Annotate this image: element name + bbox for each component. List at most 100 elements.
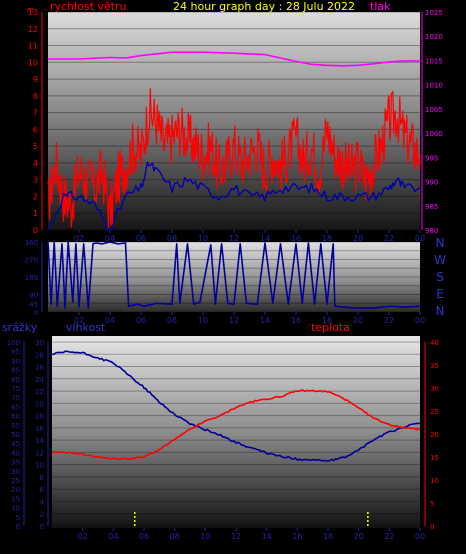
humidity-y-tick-label: 16 [35,425,44,433]
temperature-y-tick-label: 5 [430,500,434,508]
wind-x-tick-label: 02 [74,234,84,243]
direction-x-tick-label: 02 [74,316,84,325]
pressure-y-tick-label: 1005 [425,106,443,114]
chart-title: 24 hour graph day : 28 Julu 2022 [173,0,355,13]
temperature-title: teplota [311,321,350,334]
wind-speed-title: rychlost větru [50,0,126,13]
wind-y-tick-label: 9 [33,75,38,84]
humidity-y-tick-label: 4 [40,498,45,506]
direction-x-tick-label: 04 [105,316,115,325]
wind-x-tick-label: 10 [198,234,208,243]
axis-labels: 0123456789101112139809859909951000100510… [7,8,443,541]
direction-x-tick-label: 22 [384,316,394,325]
wind-y-tick-label: 3 [33,176,38,185]
temperature-y-tick-label: 30 [430,385,439,393]
wind-y-tick-label: 10 [28,58,38,67]
compass-w: W [434,253,446,267]
pressure-y-tick-label: 1010 [425,82,443,90]
wind-x-tick-label: 14 [260,234,270,243]
temperature-y-tick-label: 0 [430,523,434,531]
direction-x-tick-label: 08 [167,316,177,325]
temperature-y-tick-label: 20 [430,431,439,439]
direction-y-tick-label: 360 [25,239,38,247]
wind-direction-line [47,241,421,309]
humidity-x-tick-label: 16 [292,532,302,541]
humidity-y-tick-label: 6 [40,486,45,494]
temperature-y-tick-label: 35 [430,362,439,370]
rain-y-tick-label: 10 [11,505,20,513]
rain-y-tick-label: 45 [11,440,20,448]
humidity-y-tick-label: 0 [40,523,44,531]
humidity-y-tick-label: 30 [35,339,44,347]
humidity-x-tick-label: 14 [262,532,272,541]
wind-y-tick-label: 5 [33,142,38,151]
humidity-line [51,350,421,462]
direction-x-tick-label: 06 [136,316,146,325]
rain-y-tick-label: 60 [11,413,20,421]
rain-title: srážky [2,321,38,334]
humidity-title: vlhkost [66,321,106,334]
rain-y-tick-label: 85 [11,367,20,375]
humidity-x-tick-label: 18 [323,532,333,541]
pressure-y-tick-label: 1020 [425,33,443,41]
wind-y-tick-label: 12 [28,25,38,34]
compass-s: S [436,270,444,284]
wind-x-tick-label: 04 [105,234,115,243]
rain-y-tick-label: 15 [11,495,20,503]
pressure-y-tick-label: 1015 [425,57,443,65]
wind-y-tick-label: 4 [33,159,38,168]
rain-y-tick-label: 35 [11,459,20,467]
pressure-line [48,51,420,67]
humidity-y-tick-label: 24 [35,376,44,384]
rain-y-tick-label: 55 [11,422,20,430]
wind-y-tick-label: 13 [28,8,38,17]
axes [23,12,426,531]
temperature-y-tick-label: 40 [430,339,439,347]
wind-y-tick-label: 2 [33,192,38,201]
direction-x-tick-label: 10 [198,316,208,325]
humidity-x-tick-label: 04 [108,532,118,541]
rain-y-tick-label: 0 [16,523,20,531]
humidity-y-tick-label: 14 [35,437,44,445]
humidity-x-tick-label: 08 [170,532,180,541]
humidity-x-tick-label: 10 [200,532,210,541]
direction-y-tick-label: 45 [29,300,38,308]
humidity-x-tick-label: 06 [139,532,149,541]
temperature-y-tick-label: 15 [430,454,439,462]
direction-x-tick-label: 20 [353,316,363,325]
humidity-y-tick-label: 2 [40,511,44,519]
direction-y-tick-label: 0 [34,309,38,317]
humidity-panel-background [52,336,420,528]
rain-y-tick-label: 40 [11,449,20,457]
wind-x-tick-label: 00 [415,234,425,243]
chart-marks [47,51,421,526]
wind-y-tick-label: 11 [28,42,38,51]
humidity-y-tick-label: 20 [35,400,44,408]
humidity-y-tick-label: 26 [35,364,44,372]
pressure-title: tlak [370,0,391,13]
humidity-x-tick-label: 12 [231,532,241,541]
wind-y-tick-label: 7 [33,109,38,118]
rain-y-tick-label: 50 [11,431,20,439]
wind-x-tick-label: 22 [384,234,394,243]
pressure-y-tick-label: 1000 [425,130,443,138]
rain-y-tick-label: 65 [11,403,20,411]
humidity-y-tick-label: 28 [35,351,44,359]
humidity-y-tick-label: 18 [35,413,44,421]
humidity-x-tick-label: 22 [384,532,394,541]
rain-y-tick-label: 5 [16,514,20,522]
rain-y-tick-label: 90 [11,357,20,365]
wind-y-tick-label: 0 [33,226,38,235]
pressure-y-tick-label: 980 [425,227,438,235]
compass-n-top: N [436,236,445,250]
rain-y-tick-label: 20 [11,486,20,494]
temperature-y-tick-label: 10 [430,477,439,485]
compass-n-bottom: N [436,304,445,318]
wind-x-tick-label: 16 [291,234,301,243]
pressure-y-tick-label: 995 [425,154,438,162]
wind-x-tick-label: 18 [322,234,332,243]
direction-y-tick-label: 180 [25,274,38,282]
rain-y-tick-label: 100 [7,339,20,347]
rain-y-tick-label: 25 [11,477,20,485]
